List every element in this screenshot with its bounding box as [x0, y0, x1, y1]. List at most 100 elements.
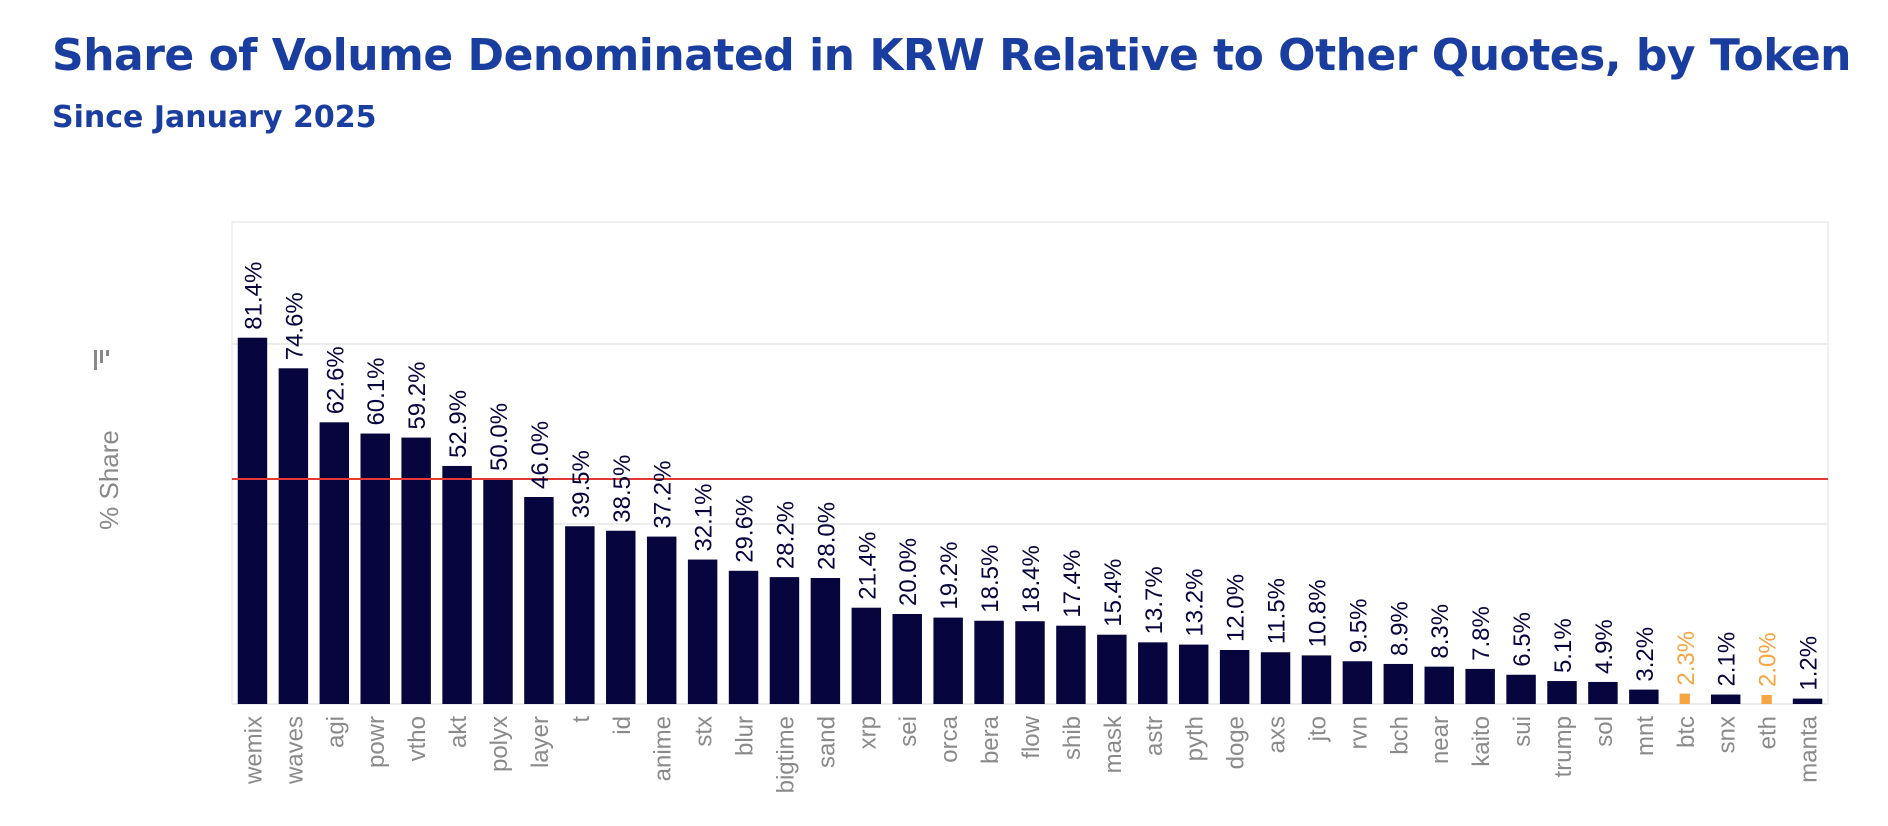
x-tick-polyx: polyx [486, 716, 513, 772]
x-tick-sui: sui [1509, 716, 1536, 747]
value-label-bch: 8.9% [1386, 601, 1413, 656]
value-label-astr: 13.7% [1141, 566, 1168, 634]
x-tick-agi: agi [322, 716, 349, 748]
value-label-stx: 32.1% [691, 483, 718, 551]
value-label-kaito: 7.8% [1468, 606, 1495, 661]
bar-layer [524, 497, 554, 704]
x-tick-sei: sei [895, 716, 922, 747]
bar-anime [646, 536, 677, 704]
bar-powr [360, 433, 390, 704]
chart-subtitle: Since January 2025 [52, 100, 377, 135]
x-tick-jto: jto [1304, 716, 1331, 742]
value-label-trump: 5.1% [1550, 618, 1577, 673]
x-tick-sand: sand [813, 716, 840, 768]
x-tick-axs: axs [1264, 716, 1291, 753]
value-label-layer: 46.0% [527, 421, 554, 489]
bar-bch [1383, 663, 1414, 704]
bar-rvn [1342, 661, 1373, 704]
value-label-sei: 20.0% [895, 538, 922, 606]
x-tick-bigtime: bigtime [772, 716, 799, 793]
bar-orca [933, 617, 963, 704]
bar-sol [1588, 681, 1618, 704]
value-labels: 81.4% 74.6% 62.6% 60.1% 59.2% 52.9% 50.0% 46.0%… [240, 262, 1822, 691]
y-axis-label: % Share [94, 430, 124, 530]
x-tick-waves: waves [281, 716, 308, 785]
x-tick-bch: bch [1386, 716, 1413, 755]
value-label-agi: 62.6% [322, 346, 349, 414]
x-tick-vtho: vtho [404, 716, 431, 761]
x-tick-stx: stx [691, 716, 718, 747]
bar-astr [1138, 642, 1168, 704]
value-label-pyth: 13.2% [1182, 569, 1209, 637]
bar-sei [892, 614, 922, 704]
x-tick-shib: shib [1059, 716, 1086, 760]
value-label-akt: 52.9% [445, 390, 472, 458]
x-tick-flow: flow [1018, 715, 1045, 758]
x-tick-t: t [568, 716, 595, 723]
bar-mnt [1629, 689, 1659, 704]
x-tick-akt: akt [445, 716, 472, 748]
x-tick-sol: sol [1591, 716, 1618, 747]
x-tick-eth: eth [1755, 716, 1782, 749]
value-label-id: 38.5% [609, 455, 636, 523]
x-tick-id: id [609, 716, 636, 735]
x-tick-orca: orca [936, 715, 963, 762]
value-label-polyx: 50.0% [486, 403, 513, 471]
bar-doge [1219, 650, 1250, 704]
value-label-flow: 18.4% [1018, 545, 1045, 613]
bar-akt [442, 465, 472, 704]
x-tick-wemix: wemix [240, 716, 267, 785]
bar-t [565, 526, 595, 704]
value-label-waves: 74.6% [281, 292, 308, 360]
x-tick-rvn: rvn [1345, 716, 1372, 749]
value-label-mask: 15.4% [1100, 559, 1127, 627]
bar-axs [1260, 652, 1291, 704]
value-label-rvn: 9.5% [1345, 599, 1372, 654]
bar-sui [1506, 674, 1536, 704]
value-label-snx: 2.1% [1714, 632, 1741, 687]
bar-agi [319, 422, 350, 704]
x-tick-powr: powr [363, 716, 390, 768]
bar-btc [1679, 693, 1690, 704]
x-axis-ticks: wemix waves agi powr vtho akt polyx layer t id ani… [240, 715, 1822, 793]
bar-sand [810, 578, 841, 704]
x-tick-btc: btc [1673, 716, 1700, 748]
x-tick-xrp: xrp [854, 716, 881, 749]
value-label-bera: 18.5% [977, 545, 1004, 613]
x-tick-near: near [1427, 716, 1454, 764]
x-tick-pyth: pyth [1182, 716, 1209, 761]
value-label-powr: 60.1% [363, 357, 390, 425]
value-label-t: 39.5% [568, 450, 595, 518]
x-tick-manta: manta [1796, 715, 1823, 782]
bar-bera [974, 620, 1004, 704]
bar-waves [278, 368, 309, 704]
value-label-sui: 6.5% [1509, 612, 1536, 667]
bar-shib [1056, 625, 1086, 704]
x-tick-doge: doge [1223, 716, 1250, 769]
value-label-jto: 10.8% [1304, 579, 1331, 647]
value-label-btc: 2.3% [1673, 631, 1700, 686]
value-label-bigtime: 28.2% [772, 501, 799, 569]
x-tick-astr: astr [1141, 716, 1168, 756]
filter-bars-icon[interactable] [94, 350, 109, 370]
value-label-anime: 37.2% [650, 461, 677, 529]
bar-jto [1301, 655, 1332, 704]
y-axis-label-group: % Share [94, 350, 124, 530]
value-label-vtho: 59.2% [404, 362, 431, 430]
bar-wemix [237, 337, 268, 704]
bar-blur [728, 570, 759, 704]
bar-kaito [1465, 668, 1495, 704]
bar-manta [1792, 698, 1823, 704]
bar-flow [1015, 621, 1045, 704]
x-tick-mask: mask [1100, 715, 1127, 773]
x-tick-blur: blur [732, 716, 759, 756]
value-label-doge: 12.0% [1223, 574, 1250, 642]
x-tick-bera: bera [977, 715, 1004, 764]
x-tick-layer: layer [527, 716, 554, 768]
value-label-orca: 19.2% [936, 542, 963, 610]
value-label-eth: 2.0% [1755, 632, 1782, 687]
bar-stx [687, 559, 718, 704]
bar-polyx [483, 479, 513, 704]
bar-bigtime [769, 577, 800, 704]
value-label-shib: 17.4% [1059, 550, 1086, 618]
